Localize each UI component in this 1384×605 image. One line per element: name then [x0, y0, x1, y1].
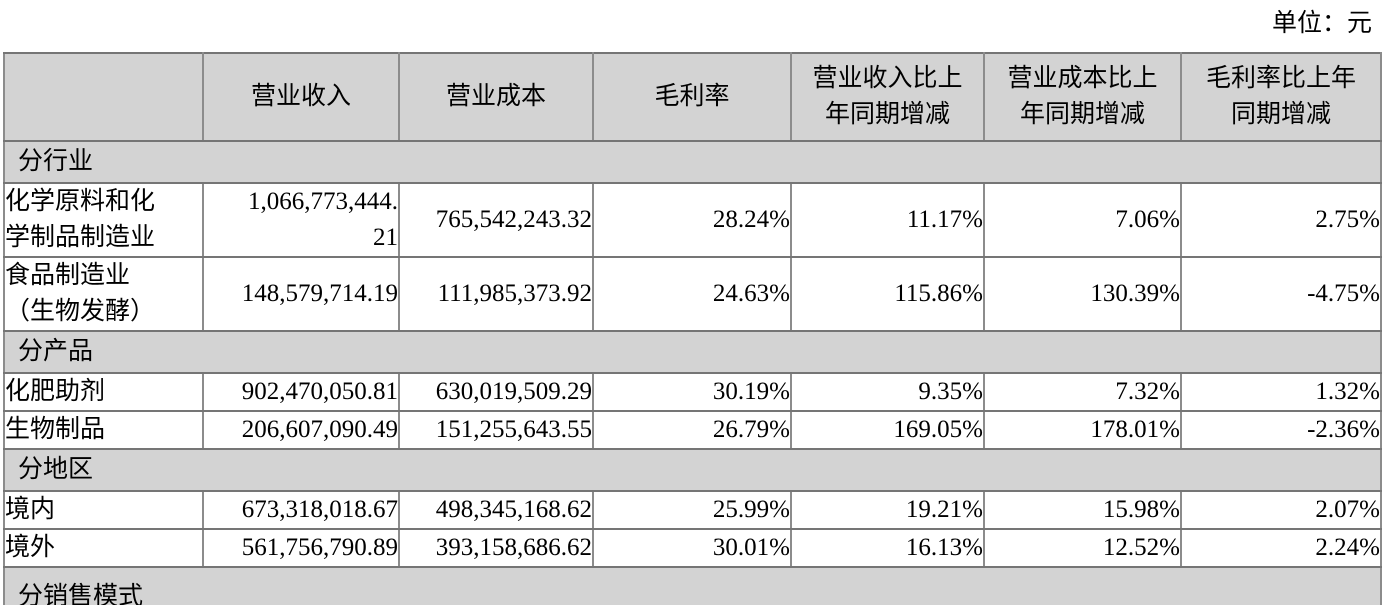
margin-yoy-value: 2.24%: [1180, 528, 1382, 568]
cost-yoy-value: 130.39%: [983, 256, 1182, 332]
revenue-yoy-value: 169.05%: [790, 410, 985, 450]
row-label: 食品制造业 （生物发酵）: [3, 256, 204, 332]
gross-margin-value: 28.24%: [592, 182, 792, 258]
table-row-bio-products: 生物制品 206,607,090.49 151,255,643.55 26.79…: [3, 410, 1382, 450]
header-gross-margin: 毛利率: [592, 52, 792, 142]
cost-value: 393,158,686.62: [398, 528, 594, 568]
section-row-by-region: 分地区: [3, 448, 1382, 492]
revenue-value: 673,318,018.67: [202, 490, 400, 530]
row-label: 境内: [3, 490, 204, 530]
cost-value: 111,985,373.92: [398, 256, 594, 332]
table-row-overseas: 境外 561,756,790.89 393,158,686.62 30.01% …: [3, 528, 1382, 568]
cost-yoy-value: 12.52%: [983, 528, 1182, 568]
section-row-by-industry: 分行业: [3, 140, 1382, 184]
row-label: 化学原料和化 学制品制造业: [3, 182, 204, 258]
header-revenue-yoy: 营业收入比上 年同期增减: [790, 52, 985, 142]
revenue-value: 561,756,790.89: [202, 528, 400, 568]
gross-margin-value: 30.01%: [592, 528, 792, 568]
margin-yoy-value: -2.36%: [1180, 410, 1382, 450]
gross-margin-value: 25.99%: [592, 490, 792, 530]
gross-margin-value: 26.79%: [592, 410, 792, 450]
revenue-yoy-value: 19.21%: [790, 490, 985, 530]
cost-value: 151,255,643.55: [398, 410, 594, 450]
margin-yoy-value: 2.75%: [1180, 182, 1382, 258]
revenue-yoy-value: 9.35%: [790, 372, 985, 412]
revenue-value: 148,579,714.19: [202, 256, 400, 332]
margin-yoy-value: 1.32%: [1180, 372, 1382, 412]
cost-value: 630,019,509.29: [398, 372, 594, 412]
table-header-row: 营业收入 营业成本 毛利率 营业收入比上 年同期增减 营业成本比上 年同期增减 …: [3, 52, 1382, 142]
header-cost-yoy: 营业成本比上 年同期增减: [983, 52, 1182, 142]
cost-yoy-value: 7.32%: [983, 372, 1182, 412]
revenue-yoy-value: 16.13%: [790, 528, 985, 568]
revenue-value: 206,607,090.49: [202, 410, 400, 450]
section-row-by-sales-model: 分销售模式: [3, 566, 1382, 605]
row-label: 境外: [3, 528, 204, 568]
margin-yoy-value: 2.07%: [1180, 490, 1382, 530]
gross-margin-value: 30.19%: [592, 372, 792, 412]
table-row-fertilizer-additive: 化肥助剂 902,470,050.81 630,019,509.29 30.19…: [3, 372, 1382, 412]
header-empty-cell: [3, 52, 204, 142]
revenue-yoy-value: 115.86%: [790, 256, 985, 332]
cost-value: 498,345,168.62: [398, 490, 594, 530]
section-title: 分地区: [3, 448, 1382, 492]
header-margin-yoy: 毛利率比上年 同期增减: [1180, 52, 1382, 142]
header-revenue: 营业收入: [202, 52, 400, 142]
table-row-chemical: 化学原料和化 学制品制造业 1,066,773,444. 21 765,542,…: [3, 182, 1382, 258]
section-row-by-product: 分产品: [3, 330, 1382, 374]
section-title: 分行业: [3, 140, 1382, 184]
cost-yoy-value: 7.06%: [983, 182, 1182, 258]
margin-yoy-value: -4.75%: [1180, 256, 1382, 332]
section-title: 分产品: [3, 330, 1382, 374]
gross-margin-value: 24.63%: [592, 256, 792, 332]
table-row-food: 食品制造业 （生物发酵） 148,579,714.19 111,985,373.…: [3, 256, 1382, 332]
unit-label: 单位：元: [1271, 10, 1372, 37]
table-row-domestic: 境内 673,318,018.67 498,345,168.62 25.99% …: [3, 490, 1382, 530]
row-label: 生物制品: [3, 410, 204, 450]
row-label: 化肥助剂: [3, 372, 204, 412]
revenue-value: 902,470,050.81: [202, 372, 400, 412]
financial-breakdown-table: 营业收入 营业成本 毛利率 营业收入比上 年同期增减 营业成本比上 年同期增减 …: [3, 52, 1382, 605]
revenue-yoy-value: 11.17%: [790, 182, 985, 258]
revenue-value: 1,066,773,444. 21: [202, 182, 400, 258]
header-cost: 营业成本: [398, 52, 594, 142]
cost-yoy-value: 178.01%: [983, 410, 1182, 450]
cost-yoy-value: 15.98%: [983, 490, 1182, 530]
cost-value: 765,542,243.32: [398, 182, 594, 258]
section-title: 分销售模式: [3, 566, 1382, 605]
